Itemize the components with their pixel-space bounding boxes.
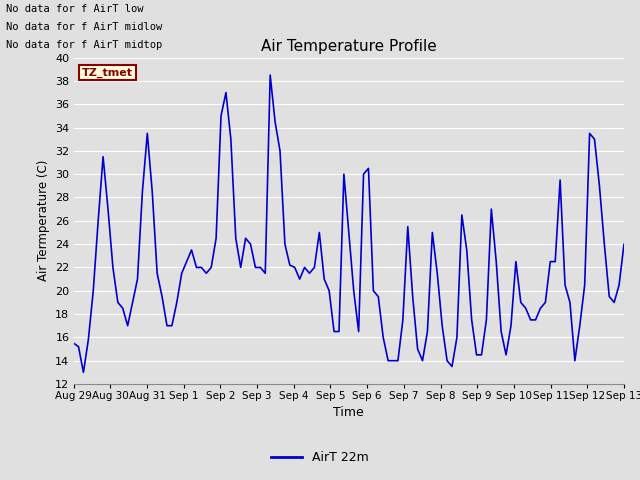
Legend: AirT 22m: AirT 22m (266, 446, 374, 469)
Text: TZ_tmet: TZ_tmet (82, 67, 133, 78)
Text: No data for f AirT midlow: No data for f AirT midlow (6, 22, 163, 32)
Text: No data for f AirT low: No data for f AirT low (6, 4, 144, 14)
Text: No data for f AirT midtop: No data for f AirT midtop (6, 40, 163, 50)
X-axis label: Time: Time (333, 407, 364, 420)
Y-axis label: Air Termperature (C): Air Termperature (C) (36, 160, 50, 281)
Title: Air Temperature Profile: Air Temperature Profile (261, 39, 436, 54)
